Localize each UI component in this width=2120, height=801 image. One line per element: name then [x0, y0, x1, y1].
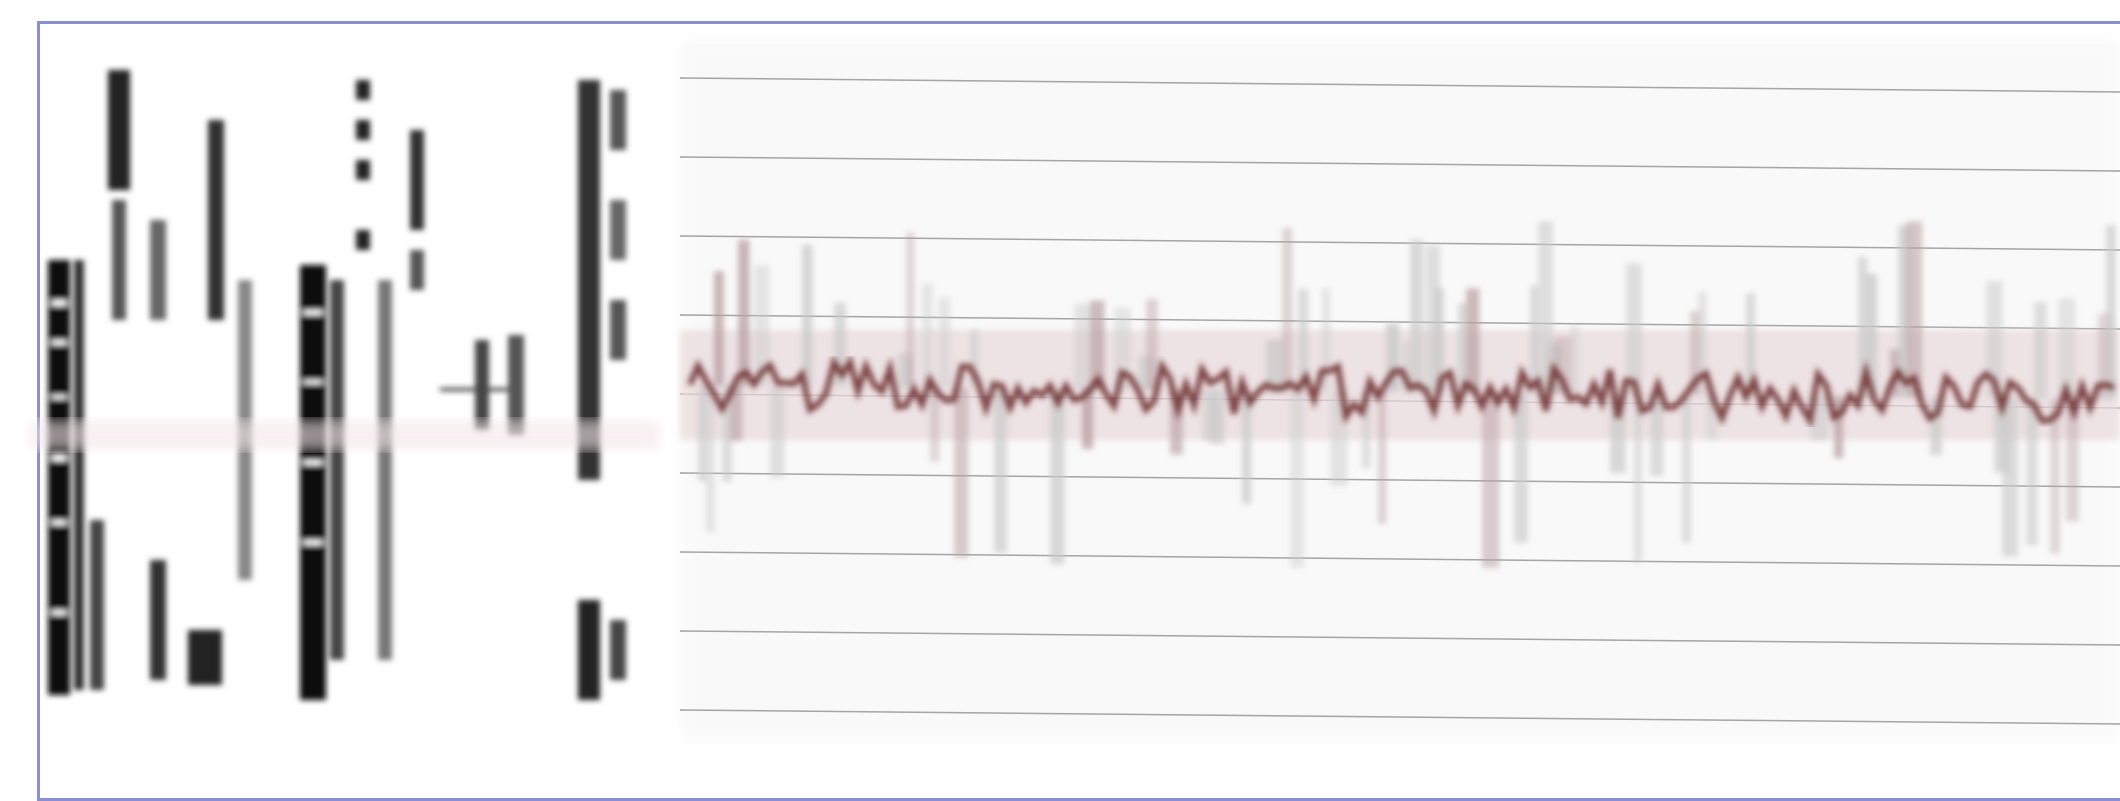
trace-spike [1282, 227, 1293, 391]
trace-spike [706, 385, 715, 533]
trace-spike [2002, 398, 2018, 557]
trace-spike [802, 244, 813, 387]
trace-spike [1698, 291, 1708, 396]
trace-spike [1322, 288, 1331, 392]
trace-spike [1706, 395, 1718, 440]
blurred-scan [30, 40, 2120, 740]
trace-spike [722, 385, 732, 482]
trace-spike [1114, 307, 1131, 390]
trace-spike [1082, 388, 1094, 449]
trace-spike [1074, 303, 1092, 389]
trace-spike [1634, 394, 1643, 563]
trace-spike [1682, 394, 1692, 544]
trace-spike [2066, 398, 2079, 522]
trace-spike [1858, 256, 1868, 397]
trace-spike [1458, 303, 1467, 393]
trace-spike [954, 387, 969, 558]
trace-spike [922, 283, 933, 388]
trace-spike [906, 232, 915, 388]
trace-spike [738, 239, 750, 386]
trace-spike [2058, 298, 2076, 399]
trace-spike [970, 329, 979, 388]
trace-spike [1690, 310, 1701, 395]
trace-spike [730, 385, 743, 441]
trace-spike [1210, 390, 1225, 445]
trace-spike [994, 388, 1007, 553]
trace-spike [1090, 300, 1105, 389]
trace-spike [1050, 388, 1065, 565]
trace-spike [1570, 325, 1579, 394]
trace-line [687, 354, 2116, 429]
trace-spike [1482, 392, 1500, 568]
trace-spike [1530, 285, 1539, 394]
trace-spike [1242, 390, 1252, 504]
trace-spike [1298, 288, 1309, 392]
trace-spike [2050, 398, 2060, 554]
trace-spike [1866, 273, 1878, 397]
trace-spike [1834, 396, 1844, 459]
trace-spike [2106, 225, 2116, 400]
trace-spike [1378, 391, 1387, 525]
trace-spike [698, 385, 707, 482]
trace-spike [1626, 263, 1642, 395]
trace-spike [930, 387, 940, 462]
trace-spike [1466, 288, 1480, 393]
trace-spike [1266, 339, 1284, 391]
trace-spike [1362, 391, 1371, 469]
trace-spike [1290, 391, 1305, 568]
left-text-block [48, 70, 626, 700]
trace-spike [1410, 239, 1424, 393]
trace-spikes [698, 221, 2116, 568]
trace-spike [834, 302, 846, 387]
trace-spike [2026, 398, 2039, 546]
trace-spike [714, 271, 724, 386]
trace-band [680, 330, 2120, 440]
trace-spike [1434, 287, 1445, 393]
trace-spike [2034, 301, 2047, 399]
trace-spike [754, 265, 770, 386]
trace-spike [1514, 393, 1528, 543]
trace-spike [938, 296, 951, 388]
trace-spike [1746, 293, 1756, 396]
trace-spike [1986, 280, 2003, 398]
trace-spike [770, 385, 785, 478]
trace-spike [1906, 221, 1923, 398]
trace-spike [1146, 298, 1158, 390]
trace-spike [1650, 394, 1664, 477]
trace-spike [1402, 340, 1412, 393]
